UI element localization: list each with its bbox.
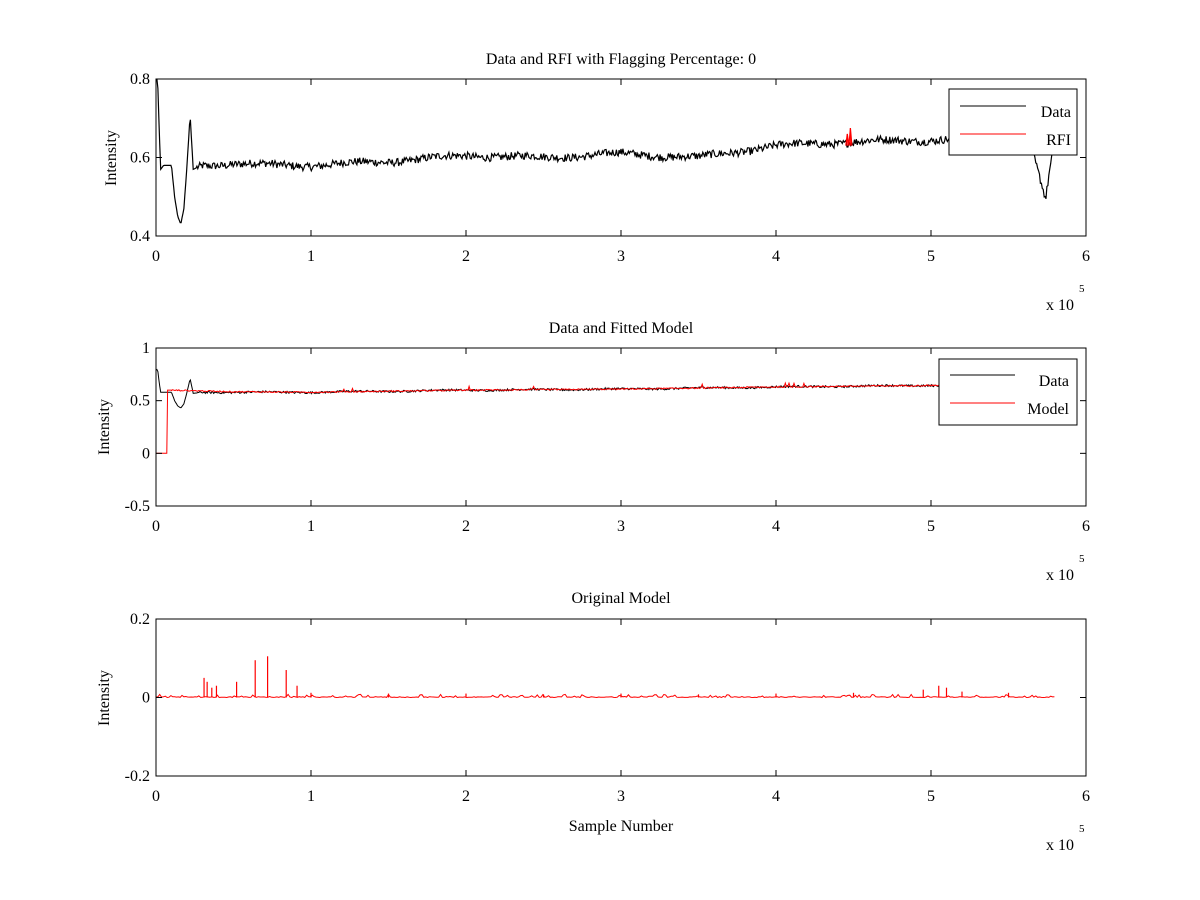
panel-2-exponent: x 10	[1046, 567, 1074, 584]
panel-1-legend-label-1: RFI	[1046, 132, 1071, 149]
panel-1-xtick-label-6: 6	[1082, 248, 1090, 265]
panel-2-ytick-label-0: -0.5	[125, 498, 150, 515]
panel-3-series-model-line	[156, 693, 1055, 699]
panel-1: Data and RFI with Flagging Percentage: 0…	[103, 51, 1090, 314]
panel-3-xtick-label-4: 4	[772, 788, 780, 805]
panel-2-ytick-label-1: 0	[142, 445, 150, 462]
panel-2-ytick-label-3: 1	[142, 340, 150, 357]
panel-3-xtick-label-3: 3	[617, 788, 625, 805]
panel-1-legend: Data RFI	[948, 88, 1078, 156]
panel-1-xtick-label-0: 0	[152, 248, 160, 265]
panel-2: Data and Fitted Model Intensity 0 1 2 3 4 5 6 -…	[96, 320, 1090, 584]
panel-2-plot-area	[156, 368, 1055, 454]
panel-3-exponent-power: 5	[1079, 823, 1085, 835]
panel-3-axes: 0 1 2 3 4 5 6-0.200.2	[125, 611, 1090, 805]
panel-1-axes: 0 1 2 3 4 5 6 0.4 0.6 0.8	[130, 71, 1090, 265]
panel-3-ylabel: Intensity	[96, 670, 113, 726]
panel-2-xtick-label-1: 1	[307, 518, 315, 535]
panel-1-plot-area	[156, 79, 1055, 224]
panel-1-xtick-label-1: 1	[307, 248, 315, 265]
panel-1-title: Data and RFI with Flagging Percentage: 0	[486, 51, 756, 68]
panel-2-xtick-label-3: 3	[617, 518, 625, 535]
panel-1-series-group	[156, 79, 1055, 224]
panel-2-legend: Data Model	[938, 358, 1078, 426]
panel-2-xtick-label-4: 4	[772, 518, 780, 535]
panel-1-xtick-label-4: 4	[772, 248, 780, 265]
panel-1-xtick-label-2: 2	[462, 248, 470, 265]
panel-2-legend-box	[938, 358, 1078, 426]
panel-2-axes: 0 1 2 3 4 5 6-0.500.51	[125, 340, 1090, 535]
panel-1-xtick-label-3: 3	[617, 248, 625, 265]
panel-1-legend-label-0: Data	[1041, 104, 1071, 121]
panel-2-series-model-line	[156, 380, 1055, 454]
panel-3-title: Original Model	[571, 590, 671, 607]
panel-3-xtick-label-1: 1	[307, 788, 315, 805]
panel-2-series-group	[156, 368, 1055, 454]
panel-3-xlabel: Sample Number	[569, 818, 674, 835]
panel-1-ytick-label-1: 0.6	[130, 150, 150, 167]
panel-2-xtick-label-5: 5	[927, 518, 935, 535]
panel-3-plot-area	[156, 656, 1055, 699]
panel-3-xtick-label-5: 5	[927, 788, 935, 805]
panel-1-ytick-label-2: 0.8	[130, 71, 150, 88]
panel-2-exponent-power: 5	[1079, 553, 1085, 565]
panel-3-xtick-label-0: 0	[152, 788, 160, 805]
panel-3-ytick-label-0: -0.2	[125, 768, 150, 785]
panel-3-ytick-label-2: 0.2	[130, 611, 150, 628]
panel-3-xtick-label-2: 2	[462, 788, 470, 805]
panel-1-ylabel: Intensity	[103, 130, 120, 186]
panel-1-xtick-label-5: 5	[927, 248, 935, 265]
panel-2-xtick-label-6: 6	[1082, 518, 1090, 535]
panel-1-legend-box	[948, 88, 1078, 156]
panel-1-exponent-power: 5	[1079, 283, 1085, 295]
panel-1-series-data-line	[156, 79, 1055, 224]
panel-3-exponent: x 10	[1046, 837, 1074, 854]
panel-2-xtick-label-0: 0	[152, 518, 160, 535]
panel-2-xtick-label-2: 2	[462, 518, 470, 535]
panel-2-ylabel: Intensity	[96, 399, 113, 455]
panel-2-legend-label-1: Model	[1027, 401, 1069, 418]
panel-2-title: Data and Fitted Model	[549, 320, 694, 337]
panel-3-xtick-label-6: 6	[1082, 788, 1090, 805]
panel-3-series-group	[156, 656, 1055, 699]
panel-1-exponent: x 10	[1046, 297, 1074, 314]
panel-3-ytick-label-1: 0	[142, 690, 150, 707]
panel-2-legend-label-0: Data	[1039, 373, 1069, 390]
panel-1-ytick-label-0: 0.4	[130, 228, 150, 245]
panel-2-ytick-label-2: 0.5	[130, 393, 150, 410]
panel-3: Original Model Intensity 0 1 2 3 4 5 6-0.200.2…	[96, 590, 1090, 854]
